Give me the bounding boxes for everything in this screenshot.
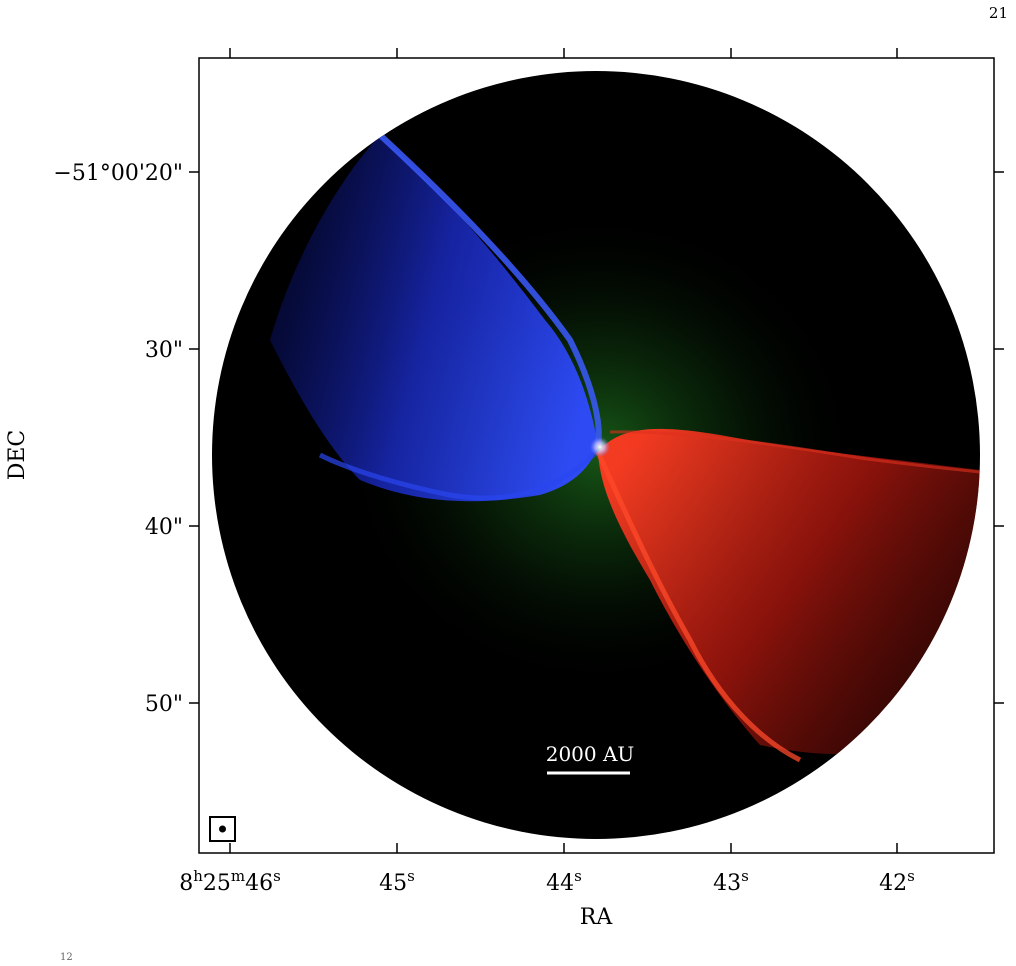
x-tick-label-44s: 44s	[546, 867, 582, 896]
scale-bar-label: 2000 AU	[546, 742, 635, 766]
y-axis-title: DEC	[5, 430, 30, 481]
x-tick-label-43s: 43s	[713, 867, 749, 896]
beam-ellipse	[219, 825, 226, 833]
y-tick-label-30: 30"	[145, 338, 183, 363]
y-ticks	[189, 171, 1004, 704]
image-disk	[212, 71, 980, 839]
page-number: 21	[988, 4, 1008, 22]
y-tick-label-50: 50"	[145, 692, 183, 717]
y-tick-label-40: 40"	[145, 515, 183, 540]
red-lobe-edge	[595, 450, 802, 763]
central-source	[590, 437, 610, 457]
blue-outflow-lobe	[270, 135, 598, 502]
red-lobe-filament	[609, 430, 980, 474]
blue-lobe-filament	[318, 448, 600, 501]
x-ticks	[229, 48, 898, 853]
x-tick-label-42s: 42s	[879, 867, 915, 896]
y-tick-label-20: −51°00'20"	[53, 161, 183, 186]
blue-lobe-edge	[377, 132, 602, 446]
x-tick-label-46s: 8h25m46s	[179, 867, 281, 896]
footer-fragment: 12	[60, 952, 73, 963]
x-axis-title: RA	[580, 905, 614, 930]
x-tick-label-45s: 45s	[379, 867, 415, 896]
red-outflow-lobe	[598, 428, 980, 755]
